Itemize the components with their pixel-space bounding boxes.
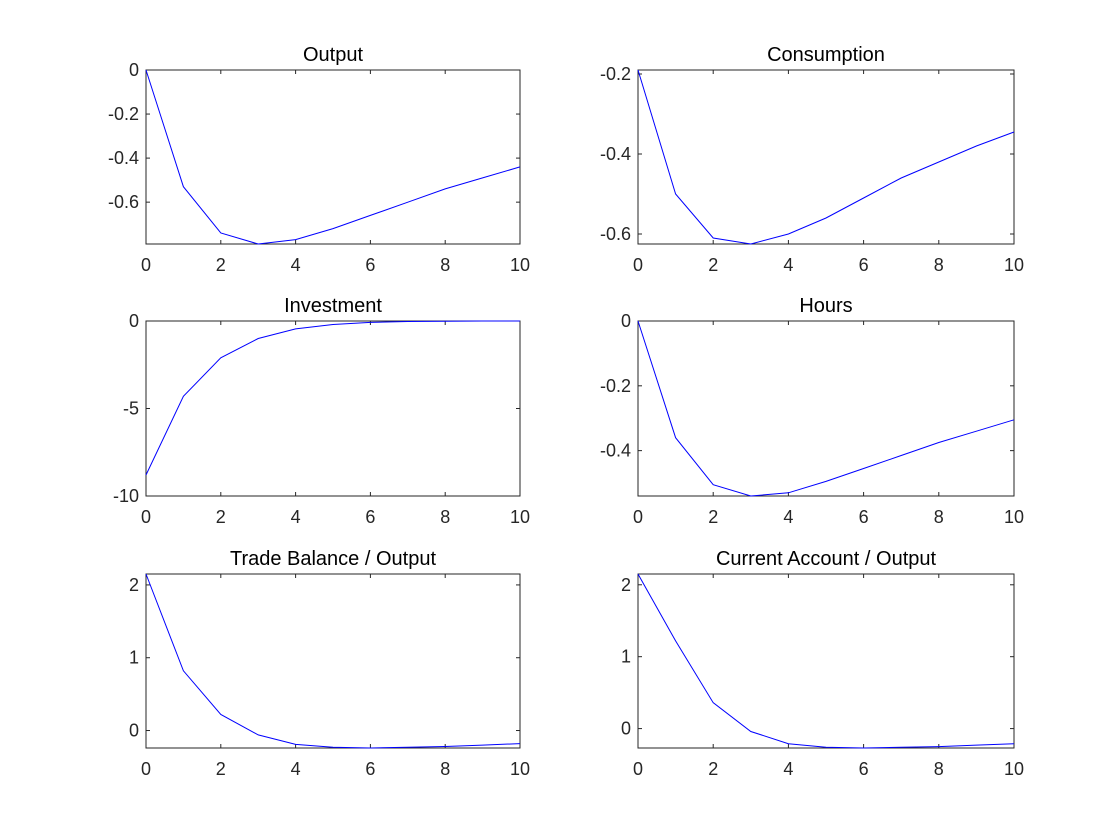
y-tick-label: 0	[129, 60, 139, 80]
x-tick-label: 0	[141, 759, 151, 779]
x-tick-label: 2	[216, 507, 226, 527]
x-tick-label: 8	[440, 255, 450, 275]
x-tick-label: 2	[708, 255, 718, 275]
y-tick-label: -0.2	[108, 104, 139, 124]
chart-title: Output	[303, 44, 363, 66]
chart-title: Trade Balance / Output	[230, 548, 436, 570]
y-tick-label: 0	[129, 721, 139, 741]
x-tick-label: 0	[633, 255, 643, 275]
x-tick-label: 2	[216, 255, 226, 275]
axes-box	[637, 573, 1015, 749]
y-tick-label: 0	[621, 311, 631, 331]
x-tick-label: 8	[934, 507, 944, 527]
x-tick-label: 4	[783, 255, 793, 275]
x-tick-label: 6	[365, 255, 375, 275]
consumption-panel: Consumption 0 2 4 6 8 10 -0.6 -0.4 -0.2	[600, 44, 1024, 275]
y-tick-label: -0.6	[108, 192, 139, 212]
y-tick-label: -0.2	[600, 64, 631, 84]
x-tick-label: 0	[633, 759, 643, 779]
x-tick-label: 8	[440, 507, 450, 527]
x-tick-label: 6	[365, 507, 375, 527]
series-line	[145, 320, 520, 476]
x-tick-label: 2	[216, 759, 226, 779]
y-tick-label: -0.4	[600, 441, 631, 461]
x-tick-label: 6	[859, 507, 869, 527]
chart-title: Hours	[799, 295, 852, 317]
x-tick-label: 10	[1004, 507, 1024, 527]
x-tick-label: 0	[141, 255, 151, 275]
x-tick-label: 0	[633, 507, 643, 527]
series-line	[145, 573, 521, 749]
x-tick-label: 10	[1004, 255, 1024, 275]
x-tick-label: 10	[510, 255, 530, 275]
axes-box	[637, 320, 1015, 497]
series-line	[637, 69, 1015, 245]
current-account-output-panel: Current Account / Output 0 2 4 6 8 10 0 1 2	[621, 548, 1024, 779]
x-tick-label: 0	[141, 507, 151, 527]
x-tick-label: 6	[365, 759, 375, 779]
y-tick-label: -5	[123, 399, 139, 419]
y-tick-label: -0.2	[600, 376, 631, 396]
axes-box	[145, 320, 521, 497]
x-tick-label: 4	[291, 759, 301, 779]
y-tick-label: 2	[621, 575, 631, 595]
x-tick-label: 8	[934, 255, 944, 275]
series-line	[637, 573, 1015, 749]
x-tick-label: 10	[510, 507, 530, 527]
y-tick-label: -0.4	[108, 148, 139, 168]
series-line	[637, 320, 1015, 497]
y-tick-label: -0.4	[600, 144, 631, 164]
y-tick-label: -0.6	[600, 224, 631, 244]
investment-panel: Investment 0 2 4 6 8 10 -10 -5 0	[113, 295, 530, 527]
trade-balance-output-panel: Trade Balance / Output 0 2 4 6 8 10 0 1 2	[129, 548, 530, 779]
axes-box	[145, 573, 521, 749]
x-tick-label: 8	[934, 759, 944, 779]
x-tick-label: 2	[708, 759, 718, 779]
chart-title: Investment	[284, 295, 382, 317]
chart-title: Current Account / Output	[716, 548, 937, 570]
y-tick-label: 2	[129, 575, 139, 595]
x-tick-label: 4	[291, 255, 301, 275]
x-tick-label: 4	[783, 507, 793, 527]
y-tick-label: 0	[129, 311, 139, 331]
x-tick-label: 2	[708, 507, 718, 527]
x-tick-label: 10	[1004, 759, 1024, 779]
hours-panel: Hours 0 2 4 6 8 10 -0.4 -0.2 0	[600, 295, 1024, 527]
y-tick-label: 1	[129, 648, 139, 668]
x-tick-label: 8	[440, 759, 450, 779]
axes-box	[145, 69, 521, 245]
series-line	[145, 69, 521, 245]
x-tick-label: 4	[291, 507, 301, 527]
x-tick-label: 6	[859, 759, 869, 779]
x-tick-label: 10	[510, 759, 530, 779]
chart-title: Consumption	[767, 44, 885, 66]
x-tick-label: 4	[783, 759, 793, 779]
y-tick-label: -10	[113, 486, 139, 506]
x-tick-label: 6	[859, 255, 869, 275]
y-tick-label: 0	[621, 719, 631, 739]
output-panel: Output 0 2 4 6 8 10 -0.6 -0.4 -0.2 0	[108, 44, 530, 275]
y-tick-label: 1	[621, 647, 631, 667]
